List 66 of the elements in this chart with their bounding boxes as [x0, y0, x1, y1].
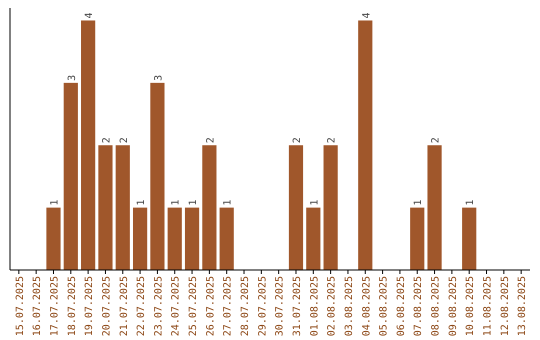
data-label: 2: [101, 137, 112, 144]
bar: [184, 208, 200, 270]
bar: [150, 82, 165, 270]
x-tick-label: 23.07.2025: [153, 276, 164, 336]
bar: [306, 208, 320, 270]
bar: [427, 145, 442, 270]
x-tick-label: 17.07.2025: [49, 276, 60, 336]
data-label: 1: [309, 200, 320, 206]
data-label: 1: [465, 200, 476, 206]
x-tick-label: 13.08.2025: [517, 276, 528, 336]
bar: [168, 208, 182, 270]
bar: [81, 20, 96, 270]
x-tick-label: 16.07.2025: [32, 276, 44, 336]
x-tick-label: 10.08.2025: [465, 276, 476, 336]
bar: [220, 208, 234, 270]
x-tick-label: 02.08.2025: [326, 276, 338, 336]
data-label: 2: [205, 137, 216, 144]
x-tick-label: 24.07.2025: [170, 276, 182, 336]
data-label: 2: [430, 137, 442, 144]
bar: [358, 20, 372, 270]
data-label: 3: [66, 74, 78, 81]
data-label: 4: [84, 12, 96, 18]
data-label: 2: [292, 137, 303, 144]
data-label: 1: [413, 200, 424, 206]
x-tick-label: 18.07.2025: [66, 276, 78, 336]
x-tick-label: 30.07.2025: [274, 276, 286, 336]
x-tick-label: 01.08.2025: [309, 276, 320, 336]
bar: [98, 145, 113, 270]
x-tick-label: 31.07.2025: [292, 276, 303, 336]
x-tick-label: 03.08.2025: [344, 276, 355, 336]
data-label: 2: [326, 137, 338, 144]
x-tick-label: 25.07.2025: [188, 276, 200, 336]
x-tick-label: 12.08.2025: [500, 276, 511, 336]
x-tick-label: 08.08.2025: [430, 276, 442, 336]
bar: [288, 145, 304, 270]
bar: [324, 145, 338, 270]
bar: [116, 145, 130, 270]
data-label: 1: [222, 200, 234, 206]
data-label: 4: [361, 12, 372, 18]
x-tick-label: 22.07.2025: [136, 276, 148, 336]
bar: [410, 208, 424, 270]
x-tick-label: 21.07.2025: [118, 276, 130, 336]
bar: [462, 208, 476, 270]
data-label: 3: [153, 74, 164, 81]
x-tick-label: 26.07.2025: [205, 276, 216, 336]
x-tick-label: 19.07.2025: [84, 276, 96, 336]
x-tick-label: 28.07.2025: [240, 276, 252, 336]
bar: [132, 208, 148, 270]
x-tick-label: 29.07.2025: [257, 276, 268, 336]
data-label: 2: [118, 137, 130, 144]
x-tick-label: 27.07.2025: [222, 276, 234, 336]
data-label: 1: [49, 200, 60, 206]
x-tick-label: 20.07.2025: [101, 276, 112, 336]
x-tick-label: 04.08.2025: [361, 276, 372, 336]
x-tick-label: 06.08.2025: [396, 276, 407, 336]
x-tick-label: 07.08.2025: [413, 276, 424, 336]
x-tick-label: 11.08.2025: [482, 276, 494, 336]
bar: [202, 145, 216, 270]
data-label: 1: [136, 200, 148, 206]
data-label: 1: [170, 200, 182, 206]
x-tick-label: 05.08.2025: [378, 276, 390, 336]
x-tick-label: 09.08.2025: [448, 276, 459, 336]
bar: [64, 82, 78, 270]
x-tick-label: 15.07.2025: [14, 276, 26, 336]
bar: [46, 208, 61, 270]
data-label: 1: [188, 200, 200, 206]
